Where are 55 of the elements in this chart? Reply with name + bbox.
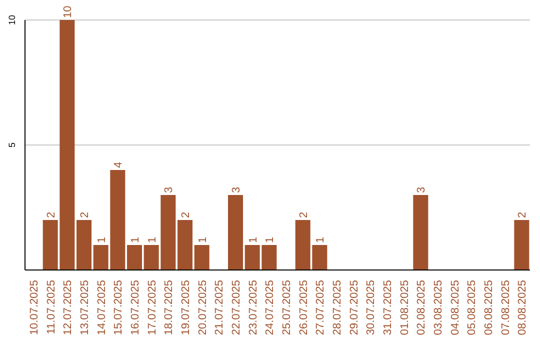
x-tick-label: 07.08.2025: [500, 280, 512, 336]
data-label: 1: [130, 236, 142, 243]
x-tick-label: 06.08.2025: [482, 280, 495, 336]
x-tick-label: 16.07.2025: [129, 280, 142, 336]
x-tick-label: 22.07.2025: [230, 280, 242, 336]
bar: [127, 245, 142, 270]
x-tick-label: 21.07.2025: [214, 280, 226, 336]
x-tick-label: 13.07.2025: [78, 280, 91, 336]
x-tick-label: 10.07.2025: [28, 280, 40, 336]
bar: [194, 245, 210, 270]
x-tick-label: 12.07.2025: [62, 280, 74, 336]
x-tick-label: 27.07.2025: [314, 280, 327, 336]
x-tick-label: 02.08.2025: [416, 280, 428, 336]
x-tick-label: 25.07.2025: [280, 280, 293, 336]
x-tick-label: 24.07.2025: [264, 280, 276, 336]
y-tick-label: 5: [7, 142, 17, 148]
data-label: 2: [298, 212, 310, 218]
data-label: 3: [416, 186, 428, 193]
x-tick-label: 04.08.2025: [449, 280, 462, 336]
x-tick-label: 28.07.2025: [331, 280, 344, 336]
data-label: 1: [264, 236, 276, 243]
data-label: 3: [163, 186, 176, 193]
data-label: 3: [230, 186, 242, 193]
data-label: 1: [314, 236, 327, 243]
x-tick-label: 03.08.2025: [432, 280, 444, 336]
bar: [514, 220, 530, 270]
x-tick-label: 19.07.2025: [180, 280, 192, 336]
x-tick-label: 29.07.2025: [348, 280, 360, 336]
x-tick-label: 15.07.2025: [112, 280, 125, 336]
data-label: 2: [180, 212, 192, 218]
data-label: 1: [146, 236, 158, 243]
data-label: 10: [62, 6, 74, 18]
bar: [178, 220, 192, 270]
data-label: 2: [516, 212, 529, 218]
x-tick-label: 26.07.2025: [298, 280, 310, 336]
bar: [413, 195, 428, 270]
x-tick-label: 30.07.2025: [365, 280, 378, 336]
x-tick-label: 14.07.2025: [96, 280, 108, 336]
data-label: 1: [247, 236, 260, 243]
x-tick-label: 18.07.2025: [163, 280, 176, 336]
x-tick-label: 08.08.2025: [516, 280, 529, 336]
x-tick-label: 11.07.2025: [45, 280, 58, 334]
data-label: 1: [196, 236, 209, 243]
x-tick-label: 20.07.2025: [196, 280, 209, 336]
data-label: 1: [96, 236, 108, 243]
x-tick-label: 05.08.2025: [466, 280, 478, 336]
x-tick-label: 23.07.2025: [247, 280, 260, 336]
bar: [228, 195, 243, 270]
data-label: 2: [79, 212, 91, 218]
bar: [76, 220, 92, 270]
data-label: 4: [112, 162, 125, 168]
x-tick-label: 01.08.2025: [398, 280, 411, 336]
x-tick-label: 31.07.2025: [382, 280, 394, 336]
data-label: 2: [45, 212, 58, 218]
x-tick-label: 17.07.2025: [146, 280, 158, 336]
